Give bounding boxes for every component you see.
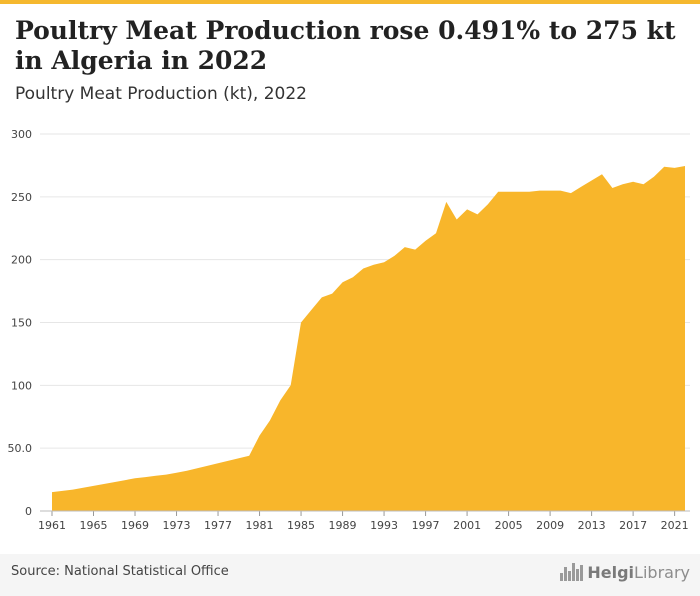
y-tick-label: 100 [11, 379, 32, 392]
x-tick-label: 1965 [80, 519, 108, 532]
x-tick-label: 2005 [495, 519, 523, 532]
x-tick-label: 1977 [204, 519, 232, 532]
y-tick-label: 250 [11, 191, 32, 204]
source-note: Source: National Statistical Office [11, 564, 229, 579]
y-tick-label: 50.0 [8, 442, 33, 455]
y-tick-label: 0 [25, 505, 32, 518]
y-tick-label: 300 [11, 128, 32, 141]
y-tick-label: 150 [11, 317, 32, 330]
library-icon [560, 563, 584, 581]
x-tick-label: 2013 [578, 519, 606, 532]
y-tick-label: 200 [11, 254, 32, 267]
chart-header: Poultry Meat Production rose 0.491% to 2… [0, 4, 700, 114]
x-tick-label: 1993 [370, 519, 398, 532]
x-tick-label: 1985 [287, 519, 315, 532]
area-chart: 0 50.0 100 150 200 250 300 1961 1965 1969 1973 197… [8, 128, 690, 532]
x-tick-label: 1973 [163, 519, 191, 532]
x-tick-label: 1997 [412, 519, 440, 532]
plot-area [52, 166, 685, 511]
chart-title: Poultry Meat Production rose 0.491% to 2… [15, 16, 676, 75]
x-axis: 1961 1965 1969 1973 1977 1981 1985 1989 1993 1997… [38, 510, 690, 532]
x-tick-label: 1989 [329, 519, 357, 532]
chart-subtitle: Poultry Meat Production (kt), 2022 [15, 84, 307, 104]
logo-text-rest: Library [634, 562, 690, 582]
x-tick-label: 1969 [121, 519, 149, 532]
x-tick-label: 2017 [619, 519, 647, 532]
accent-bar [0, 0, 700, 4]
x-tick-label: 2009 [536, 519, 564, 532]
x-tick-label: 1981 [246, 519, 274, 532]
y-axis: 0 50.0 100 150 200 250 300 [8, 128, 33, 518]
x-tick-label: 1961 [38, 519, 66, 532]
helgi-library-logo[interactable]: HelgiLibrary [560, 560, 690, 584]
series-area [52, 166, 685, 511]
x-tick-label: 2001 [453, 519, 481, 532]
logo-text-bold: Helgi [587, 562, 635, 582]
chart-area: 0 50.0 100 150 200 250 300 1961 1965 1969 1973 197… [0, 114, 700, 554]
x-tick-label: 2021 [661, 519, 689, 532]
logo-text: HelgiLibrary [587, 563, 690, 582]
